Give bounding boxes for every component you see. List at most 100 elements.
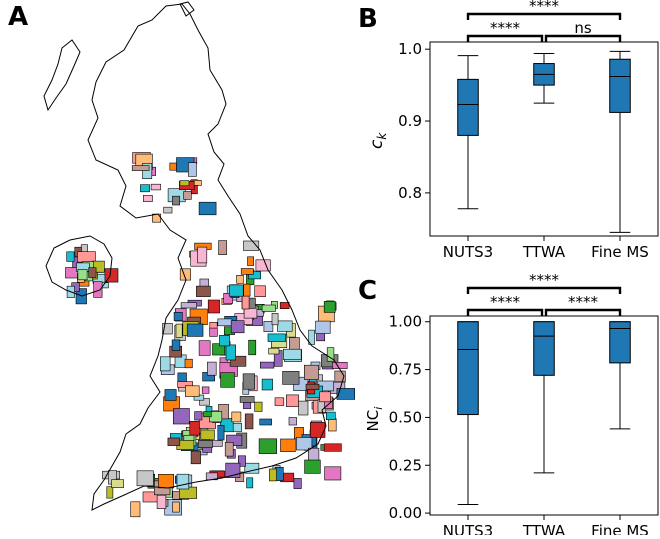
- significance-bracket: [466, 12, 622, 20]
- map-district-115: [282, 371, 300, 385]
- significance-bracket: [466, 308, 544, 316]
- uk-map: [43, 1, 355, 518]
- map-district-189: [130, 501, 141, 518]
- map-district-112: [201, 386, 210, 394]
- map-district-167: [267, 333, 286, 342]
- y-tick-label: 1.0: [398, 40, 422, 58]
- map-district-98: [258, 438, 278, 454]
- map-district-212: [243, 283, 251, 297]
- x-tick-label: NUTS3: [443, 522, 493, 535]
- map-district-82: [164, 389, 177, 401]
- map-district-164: [304, 459, 321, 474]
- map-district-91: [175, 323, 183, 338]
- map-district-39: [328, 418, 337, 432]
- map-district-231: [188, 162, 197, 177]
- box-ttwa: [533, 321, 555, 376]
- map-district-252: [66, 251, 75, 262]
- map-regions-layer: [65, 152, 355, 518]
- map-district-108: [217, 318, 233, 327]
- western-isles-outline: [43, 39, 81, 112]
- map-district-179: [106, 486, 114, 499]
- map-district-149: [282, 348, 302, 360]
- map-district-249: [77, 251, 96, 263]
- map-district-103: [298, 400, 309, 416]
- map-district-224: [172, 195, 180, 206]
- map-district-74: [184, 358, 193, 369]
- significance-label: ****: [529, 271, 560, 289]
- map-district-161: [198, 340, 211, 356]
- y-axis-label: NCi: [364, 407, 385, 432]
- map-district-232: [131, 165, 150, 171]
- map-district-140: [242, 373, 256, 390]
- significance-bracket: [466, 34, 544, 42]
- map-district-57: [285, 394, 299, 407]
- map-district-49: [207, 361, 217, 376]
- map-district-47: [177, 372, 187, 383]
- map-district-205: [179, 268, 191, 281]
- map-district-262: [334, 370, 346, 383]
- map-district-99: [189, 420, 200, 436]
- map-district-110: [173, 408, 190, 425]
- box-fine-ms: [609, 58, 631, 113]
- map-district-190: [254, 285, 266, 297]
- map-district-71: [279, 302, 290, 309]
- map-district-146: [274, 397, 285, 406]
- map-district-213: [197, 246, 208, 264]
- panel-a-label: A: [8, 2, 29, 32]
- map-district-134: [209, 327, 218, 337]
- box-fine-ms: [609, 321, 631, 364]
- map-district-157: [261, 304, 276, 312]
- map-district-33: [244, 462, 260, 474]
- map-district-152: [248, 339, 257, 356]
- map-district-235: [150, 183, 161, 191]
- y-tick-label: 0.50: [389, 408, 422, 426]
- map-district-193: [236, 274, 244, 284]
- map-district-117: [326, 347, 335, 362]
- northern-ireland-outline: [45, 235, 113, 297]
- map-district-120: [239, 396, 255, 403]
- map-district-30: [173, 311, 183, 321]
- map-district-86: [224, 441, 234, 457]
- map-district-10: [288, 417, 297, 426]
- great-britain-outline: [87, 3, 345, 511]
- orkney-outline: [179, 1, 195, 17]
- map-district-166: [271, 313, 279, 326]
- map-district-7: [199, 398, 210, 406]
- chart-c-nci: 0.00 0.25 0.50 0.75 1.00 NCi NUTS3 TTWA Fine MS *…: [364, 271, 659, 535]
- map-district-78: [238, 455, 246, 467]
- map-district-270: [319, 391, 331, 403]
- map-district-158: [277, 320, 293, 332]
- chart-b-ck: 0.8 0.9 1.0 ck NUTS3 TTWA Fine MS **** ns ****: [367, 0, 659, 261]
- map-district-197: [248, 271, 261, 280]
- map-district-75: [229, 355, 247, 367]
- map-district-267: [332, 361, 348, 369]
- map-district-79: [197, 440, 213, 448]
- significance-label: ****: [490, 19, 521, 37]
- significance-bracket: [544, 34, 622, 42]
- y-tick-label: 0.00: [389, 504, 422, 522]
- map-district-94: [263, 321, 274, 332]
- map-district-208: [243, 240, 260, 251]
- map-district-228: [198, 201, 217, 216]
- map-district-122: [194, 411, 203, 421]
- map-district-89: [325, 411, 336, 421]
- x-tick-label: TTWA: [522, 243, 566, 261]
- map-district-137: [190, 450, 201, 465]
- map-district-259: [77, 269, 88, 281]
- map-district-258: [88, 267, 97, 278]
- map-district-81: [207, 299, 220, 314]
- map-district-101: [160, 356, 171, 372]
- map-district-126: [220, 372, 235, 388]
- y-tick-label: 0.25: [389, 456, 422, 474]
- map-district-145: [167, 437, 181, 446]
- x-tick-label: Fine MS: [591, 522, 649, 535]
- y-tick-label: 1.00: [389, 313, 422, 331]
- map-district-266: [305, 383, 320, 390]
- map-district-142: [180, 302, 197, 309]
- map-district-184: [176, 473, 190, 490]
- map-district-209: [223, 292, 233, 304]
- map-district-229: [163, 206, 173, 214]
- map-district-84: [323, 443, 342, 452]
- map-district-139: [231, 411, 242, 423]
- map-district-105: [293, 478, 302, 489]
